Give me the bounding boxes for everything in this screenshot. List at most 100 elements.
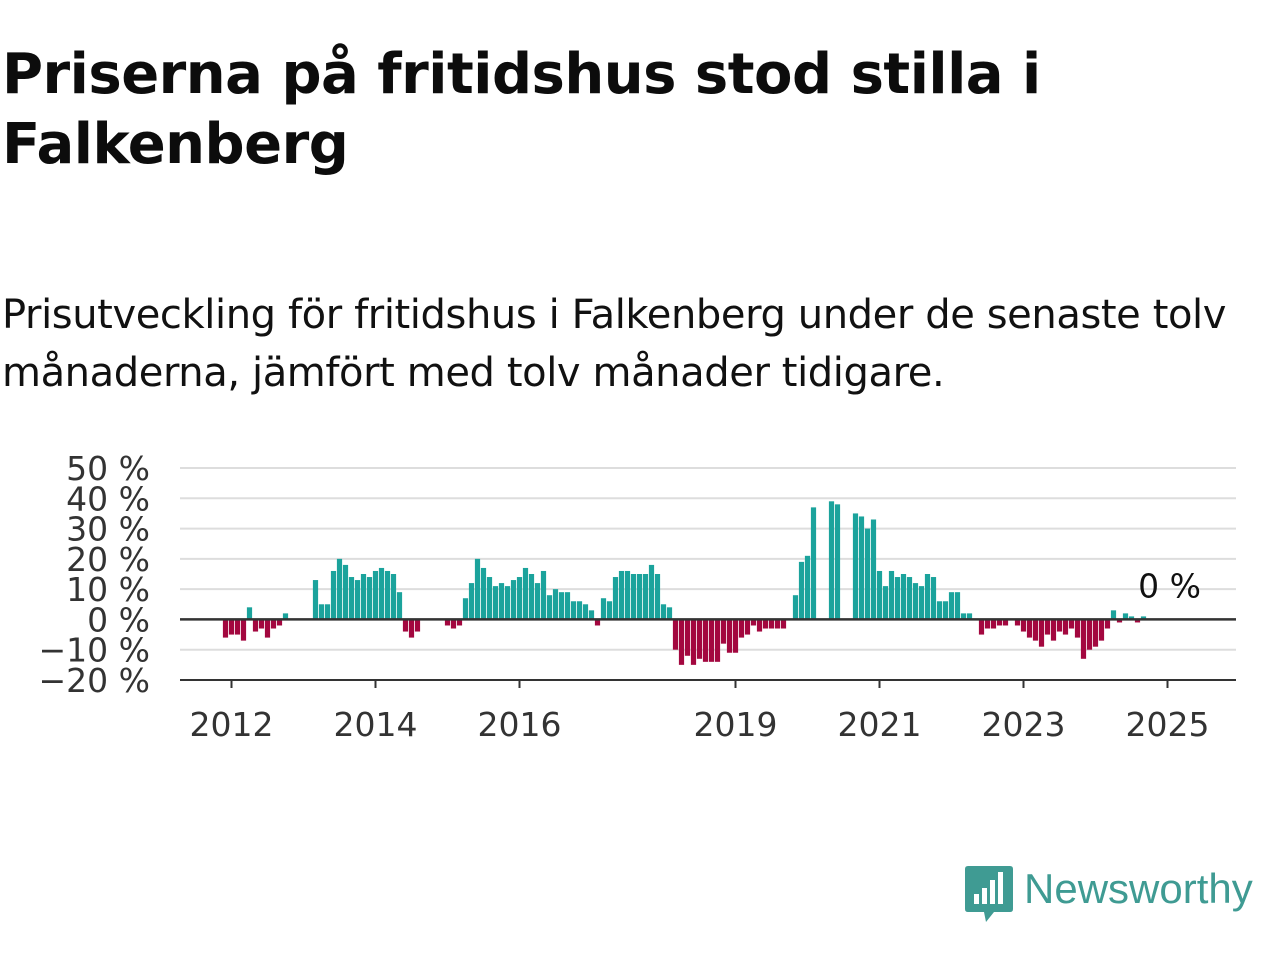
bar — [966, 613, 973, 620]
bar — [876, 570, 883, 620]
bar — [486, 577, 493, 620]
bar — [636, 574, 643, 620]
bar — [864, 528, 871, 620]
y-tick-label: 0 % — [87, 600, 150, 639]
bar — [642, 574, 649, 620]
bar — [528, 574, 535, 620]
bar — [240, 619, 247, 641]
bar — [264, 619, 271, 638]
bar — [522, 567, 529, 620]
bar — [774, 619, 781, 629]
bar — [894, 577, 901, 620]
bar — [498, 583, 505, 620]
bar — [654, 574, 661, 620]
bar — [582, 604, 589, 620]
bar — [1074, 619, 1081, 638]
bar — [372, 570, 379, 620]
bar — [996, 619, 1003, 626]
bar — [492, 586, 499, 620]
bar — [1110, 610, 1117, 620]
bar — [414, 619, 421, 632]
bar — [558, 592, 565, 620]
bar — [1056, 619, 1063, 632]
last-value-label: 0 % — [1138, 566, 1201, 605]
bar — [954, 592, 961, 620]
x-axis: 2012 2014 2016 2019 2021 2023 2025 — [180, 618, 1236, 744]
bar — [330, 570, 337, 620]
bar — [1026, 619, 1033, 638]
bar — [1092, 619, 1099, 647]
x-tick-label: 2023 — [982, 705, 1066, 744]
bar — [1062, 619, 1069, 635]
bar — [576, 601, 583, 620]
bar — [336, 558, 343, 620]
bar — [1014, 619, 1021, 626]
bar-chart: 50 %40 %30 %20 %10 %0 %−10 %−20 % 2012 20… — [39, 449, 1236, 744]
bar — [732, 619, 739, 653]
bar — [354, 580, 361, 620]
bar — [552, 589, 559, 620]
bar — [324, 604, 331, 620]
bar — [396, 592, 403, 620]
bar — [666, 607, 673, 620]
bar — [1134, 619, 1141, 623]
bar — [882, 586, 889, 620]
bar — [474, 558, 481, 620]
bar — [1044, 619, 1051, 635]
bar — [678, 619, 685, 665]
bar — [852, 513, 859, 620]
x-tick-label: 2025 — [1126, 705, 1210, 744]
bar — [780, 619, 787, 629]
bar — [990, 619, 997, 629]
bar — [450, 619, 457, 629]
bar — [936, 601, 943, 620]
bar — [744, 619, 751, 635]
y-tick-label: 20 % — [66, 540, 150, 579]
bar — [672, 619, 679, 650]
bar — [516, 577, 523, 620]
bar — [570, 601, 577, 620]
bar — [588, 610, 595, 620]
bar — [480, 567, 487, 620]
bar — [798, 561, 805, 620]
bar — [1032, 619, 1039, 641]
bar — [462, 598, 469, 620]
y-axis-labels: 50 %40 %30 %20 %10 %0 %−10 %−20 % — [39, 449, 151, 700]
bar — [960, 613, 967, 620]
bar — [756, 619, 763, 632]
bar — [390, 574, 397, 620]
bar — [768, 619, 775, 629]
bar — [918, 586, 925, 620]
bar — [1116, 619, 1123, 623]
bar — [792, 595, 799, 620]
bar — [366, 577, 373, 620]
bar — [930, 577, 937, 620]
bar — [804, 555, 811, 620]
x-tick-label: 2019 — [694, 705, 778, 744]
y-tick-label: −10 % — [39, 631, 151, 670]
bar — [726, 619, 733, 653]
bar — [708, 619, 715, 662]
bar — [408, 619, 415, 638]
annotations: 0 % — [1138, 566, 1201, 605]
bar — [630, 574, 637, 620]
bar — [924, 574, 931, 620]
newsworthy-logo-icon — [965, 866, 1013, 922]
bar — [858, 516, 865, 620]
bar — [468, 583, 475, 620]
bar — [510, 580, 517, 620]
bar — [318, 604, 325, 620]
chart-title: Priserna på fritidshus stod stilla i Fal… — [2, 42, 1041, 177]
bar — [1128, 616, 1135, 620]
bar — [1086, 619, 1093, 650]
bar — [702, 619, 709, 662]
bar — [1038, 619, 1045, 647]
bar — [444, 619, 451, 626]
bar — [540, 570, 547, 620]
bar — [276, 619, 283, 626]
bar — [912, 583, 919, 620]
bar — [1122, 613, 1129, 620]
bar — [348, 577, 355, 620]
bar — [1098, 619, 1105, 641]
x-tick-label: 2016 — [478, 705, 562, 744]
